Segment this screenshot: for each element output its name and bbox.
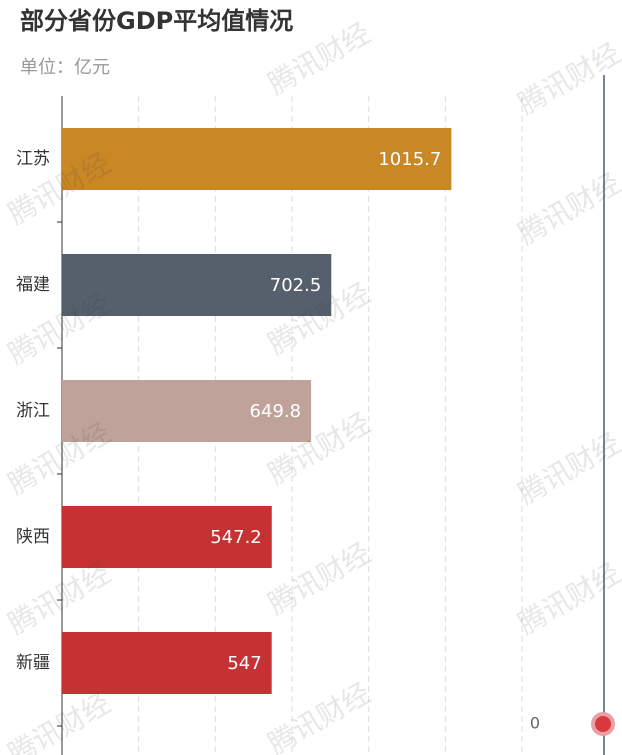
- value-label: 547: [227, 653, 261, 674]
- timeline-label: 0: [530, 714, 540, 733]
- value-label: 649.8: [250, 401, 302, 422]
- y-tick-label: 江苏: [16, 149, 50, 169]
- chart-subtitle: 单位：亿元: [20, 57, 110, 78]
- watermark: 腾讯财经: [2, 416, 116, 501]
- watermark: 腾讯财经: [512, 36, 622, 121]
- watermark: 腾讯财经: [512, 556, 622, 641]
- bar: [62, 380, 312, 442]
- watermark: 腾讯财经: [2, 556, 116, 641]
- y-tick-label: 陕西: [16, 527, 50, 547]
- watermark: 腾讯财经: [512, 426, 622, 511]
- watermark: 腾讯财经: [262, 676, 376, 755]
- watermark: 腾讯财经: [512, 166, 622, 251]
- y-tick-label: 浙江: [16, 401, 50, 421]
- chart-title: 部分省份GDP平均值情况: [20, 7, 293, 35]
- value-label: 702.5: [270, 275, 322, 296]
- y-tick-label: 新疆: [16, 653, 50, 673]
- watermark: 腾讯财经: [262, 536, 376, 621]
- bar: [62, 254, 332, 316]
- value-label: 1015.7: [378, 149, 441, 170]
- bar: [62, 506, 272, 568]
- bar: [62, 128, 452, 190]
- watermark: 腾讯财经: [2, 686, 116, 755]
- timeline-handle[interactable]: [595, 716, 611, 732]
- watermark: 腾讯财经: [2, 286, 116, 371]
- bar: [62, 632, 272, 694]
- value-label: 547.2: [210, 527, 262, 548]
- y-tick-label: 福建: [16, 275, 50, 295]
